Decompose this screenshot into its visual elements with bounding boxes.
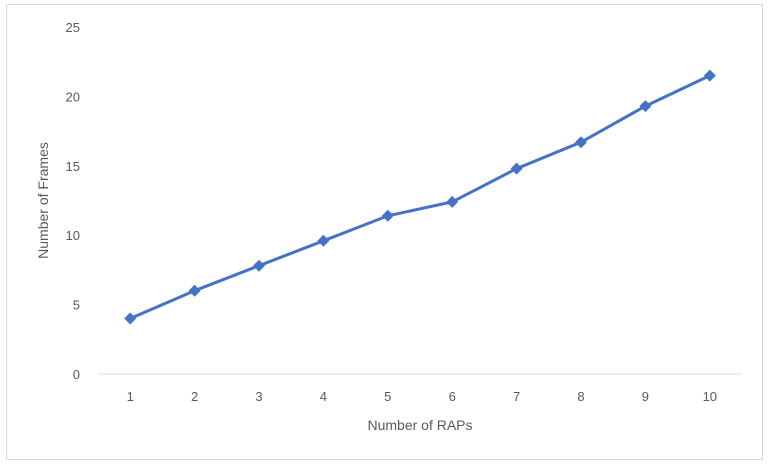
series-line bbox=[129, 74, 711, 320]
x-tick-label: 5 bbox=[384, 389, 391, 404]
x-tick-label: 4 bbox=[320, 389, 327, 404]
data-point-marker bbox=[510, 162, 523, 175]
x-tick-label: 3 bbox=[255, 389, 262, 404]
y-tick-label: 15 bbox=[66, 159, 80, 174]
data-point-marker bbox=[381, 209, 394, 222]
y-tick-label: 10 bbox=[66, 228, 80, 243]
data-point-marker bbox=[639, 100, 652, 113]
x-tick-label: 9 bbox=[642, 389, 649, 404]
data-point-marker bbox=[446, 195, 459, 208]
x-axis-title: Number of RAPs bbox=[367, 417, 472, 433]
data-point-marker bbox=[124, 312, 137, 325]
data-point-marker bbox=[317, 234, 330, 247]
x-tick-label: 8 bbox=[577, 389, 584, 404]
data-point-marker bbox=[188, 284, 201, 297]
x-tick-label: 1 bbox=[127, 389, 134, 404]
data-point-marker bbox=[575, 136, 587, 149]
x-tick-labels: 1 2 3 4 5 6 7 8 9 10 bbox=[127, 389, 717, 404]
data-point-marker bbox=[703, 69, 716, 82]
x-tick-label: 6 bbox=[449, 389, 456, 404]
x-tick-label: 7 bbox=[513, 389, 520, 404]
series-markers bbox=[124, 69, 716, 325]
y-tick-label: 5 bbox=[73, 298, 80, 313]
y-tick-label: 0 bbox=[73, 367, 80, 382]
chart-frame bbox=[6, 4, 763, 460]
x-tick-label: 10 bbox=[703, 389, 717, 404]
y-tick-label: 25 bbox=[66, 20, 80, 35]
y-tick-label: 20 bbox=[66, 89, 80, 104]
data-point-marker bbox=[253, 259, 265, 272]
y-tick-labels: 0 5 10 15 20 25 bbox=[66, 20, 80, 382]
y-axis-title: Number of Frames bbox=[35, 142, 51, 259]
x-tick-label: 2 bbox=[191, 389, 198, 404]
